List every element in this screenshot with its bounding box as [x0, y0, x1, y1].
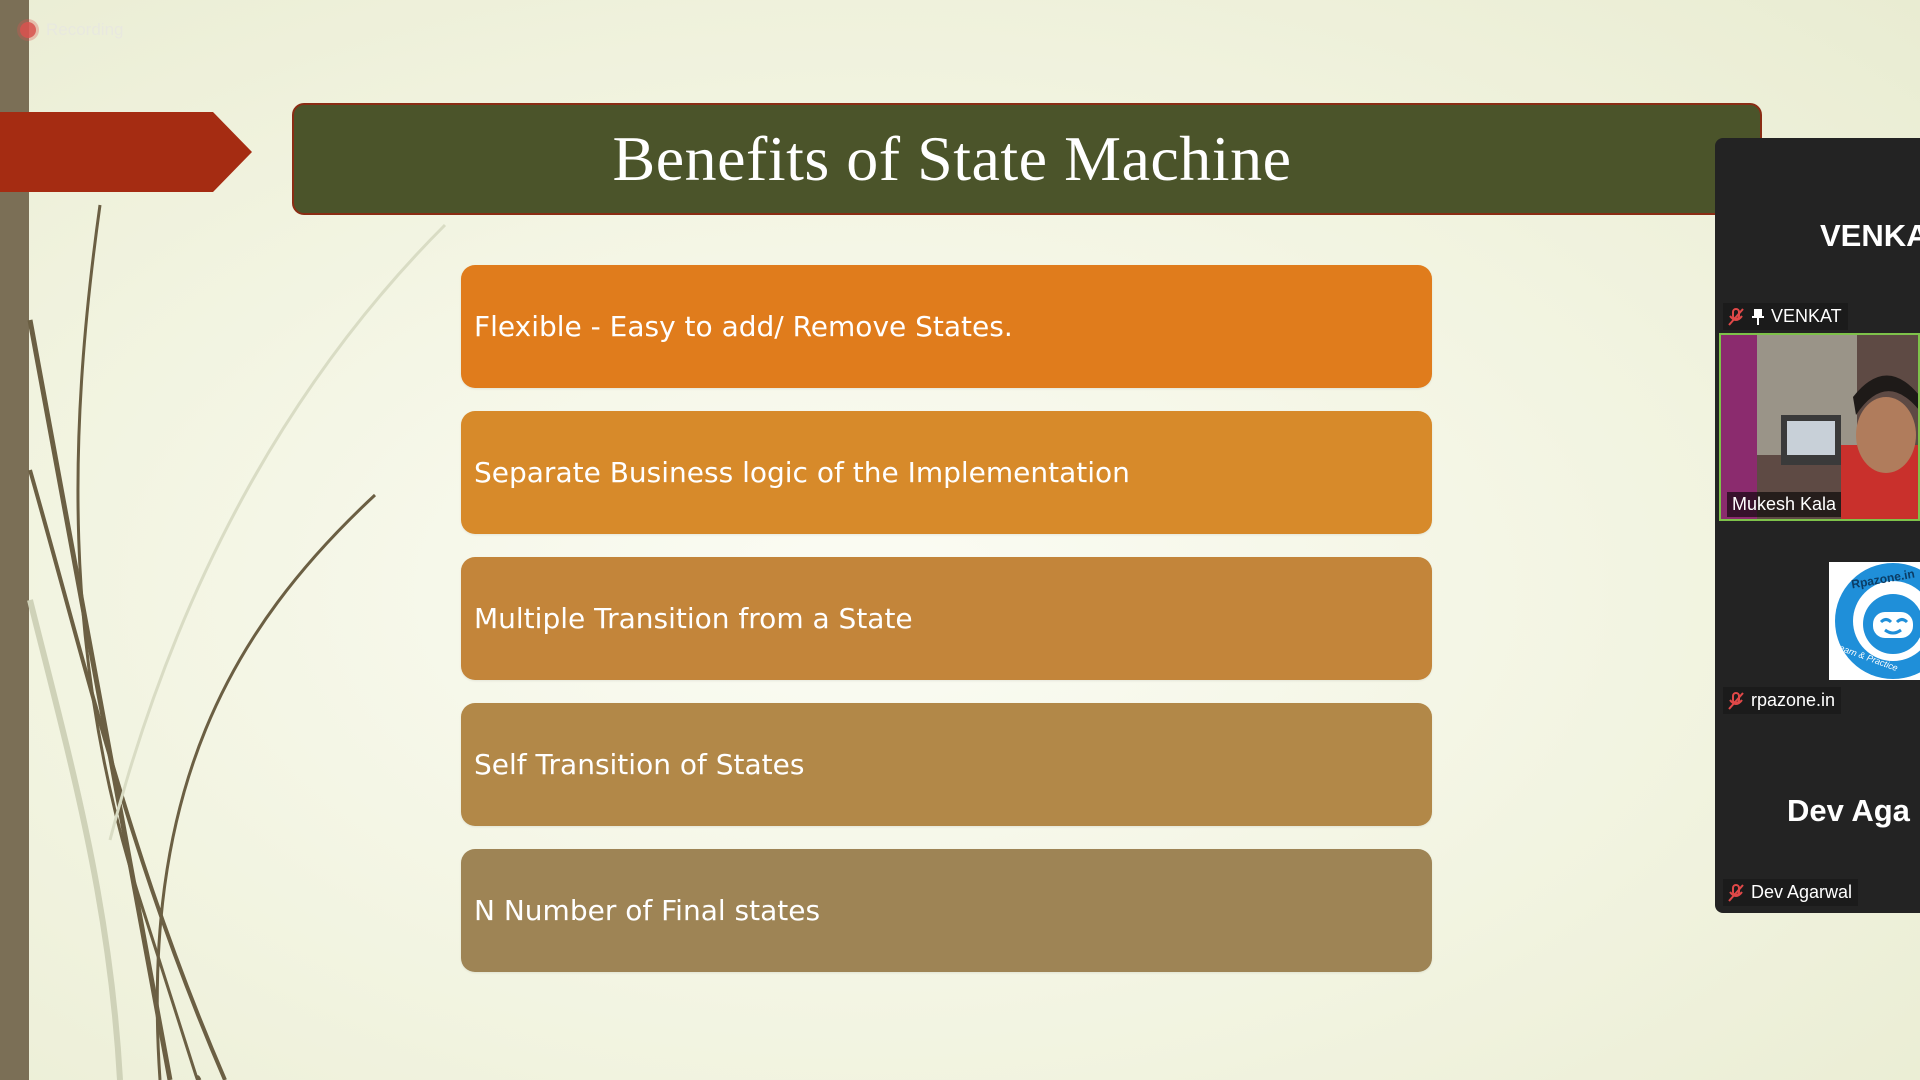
video-feed: [1721, 335, 1918, 519]
recording-indicator[interactable]: Recording: [20, 20, 124, 40]
mic-muted-icon: [1728, 307, 1744, 326]
participant-name: Dev Agarwal: [1751, 882, 1853, 902]
benefit-text: Multiple Transition from a State: [474, 602, 913, 635]
participant-name: Mukesh Kala: [1727, 492, 1842, 517]
mic-muted-icon: [1728, 883, 1744, 902]
participant-name: rpazone.in: [1751, 690, 1836, 710]
rpazone-logo-icon: [1835, 563, 1920, 679]
benefit-item-5: N Number of Final states: [461, 849, 1432, 972]
pin-icon: [1752, 308, 1764, 325]
benefit-text: N Number of Final states: [474, 894, 821, 927]
title-arrow-shape: [0, 112, 252, 192]
slide-title-bar: Benefits of State Machine: [292, 103, 1762, 215]
participant-video-mukesh[interactable]: Mukesh Kala: [1719, 333, 1920, 521]
benefit-text: Separate Business logic of the Implement…: [474, 456, 1130, 489]
participant-label-dev[interactable]: Dev Agarwal: [1723, 879, 1859, 906]
benefit-text: Flexible - Easy to add/ Remove States.: [474, 310, 1013, 343]
slide-title: Benefits of State Machine: [612, 123, 1292, 194]
recording-dot-icon: [20, 22, 36, 38]
benefit-item-2: Separate Business logic of the Implement…: [461, 411, 1432, 534]
benefit-text: Self Transition of States: [474, 748, 805, 781]
participants-panel[interactable]: VENKA VENKAT Mukesh Kala: [1715, 138, 1920, 913]
benefit-item-4: Self Transition of States: [461, 703, 1432, 826]
participant-name: VENKAT: [1771, 306, 1842, 326]
participant-label-venkat[interactable]: VENKAT: [1723, 303, 1848, 330]
benefit-item-1: Flexible - Easy to add/ Remove States.: [461, 265, 1432, 388]
benefit-item-3: Multiple Transition from a State: [461, 557, 1432, 680]
benefits-list: Flexible - Easy to add/ Remove States. S…: [461, 265, 1432, 995]
participant-avatar-name: Dev Aga: [1787, 793, 1910, 828]
recording-label: Recording: [46, 20, 124, 39]
participant-avatar-rpazone-logo: Rpazone.in Learn & Practice: [1829, 562, 1920, 680]
participant-avatar-name: VENKA: [1820, 218, 1920, 253]
participant-label-rpazone[interactable]: rpazone.in: [1723, 687, 1842, 714]
mic-muted-icon: [1728, 691, 1744, 710]
